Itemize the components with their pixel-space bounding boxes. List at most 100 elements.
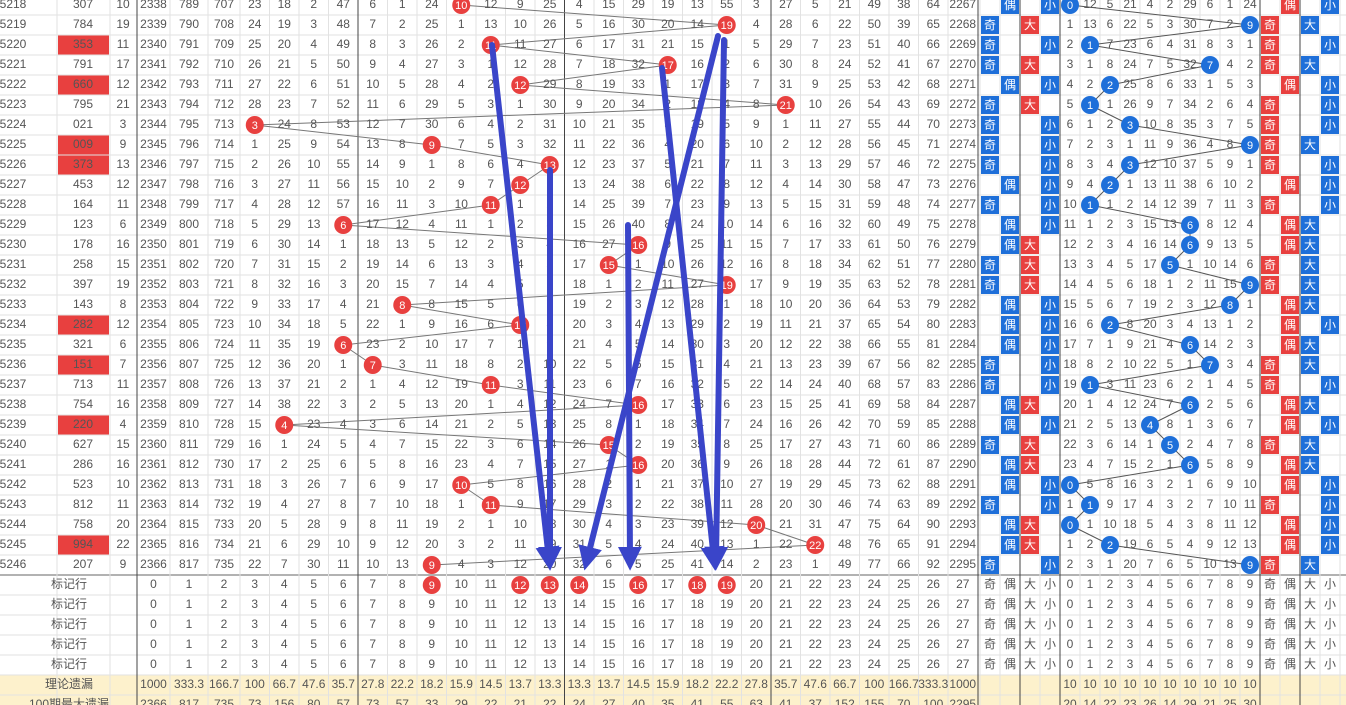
backgrounds [0,675,1346,705]
size-box [1041,556,1059,574]
tail-omission: 2 [1087,137,1094,151]
theory-value: 27.8 [361,677,385,691]
size-box [1041,316,1059,334]
tail-column-number: 7 [1207,577,1214,591]
omission: 21 [661,477,675,491]
omission: 27 [573,457,587,471]
tail-omission: 3 [1227,357,1234,371]
omission: 31 [809,517,823,531]
omission: 812 [179,457,199,471]
omission: 732 [214,497,234,511]
tail-omission: 3 [1167,497,1174,511]
omission: 14 [248,397,262,411]
number-highlight [58,415,109,435]
tail-omission: 3 [1247,337,1254,351]
omission: 20 [750,337,764,351]
tail-size-box [1301,436,1319,454]
omission: 60 [897,437,911,451]
ball [629,236,648,254]
omission: 730 [214,457,234,471]
tail-omission: 8 [1207,37,1214,51]
theory-row-bg [0,675,1346,705]
number: 754 [73,397,93,411]
omission: 11 [367,97,380,111]
ball [1081,376,1099,394]
issue: 2025234 [0,317,27,331]
tail-column-number: 5 [1167,637,1174,651]
omission: 6 [251,237,258,251]
omission: 9 [517,497,524,511]
omission: 6 [458,117,465,131]
tail-parity-box [1281,236,1299,254]
theory-value: 166.7 [209,677,239,691]
omission: 5 [605,357,612,371]
omission: 16 [750,257,764,271]
omission: 3 [605,497,612,511]
max_omission-value: 57 [337,697,351,705]
max_omission-value: 155 [864,697,884,705]
parity-box [981,556,999,574]
tail-size: 大 [1304,238,1316,252]
tail-omission: 8 [1107,477,1114,491]
omission: 21 [602,117,616,131]
issue: 2025218 [0,0,27,11]
omission: 19 [307,337,321,351]
parity: 偶 [1004,0,1016,12]
column-number: 11 [485,637,498,651]
omission: 49 [337,37,351,51]
omission: 9 [369,57,376,71]
tail-parity-box [1281,176,1299,194]
tail-parity: 奇 [1264,98,1276,112]
omission: 2349 [140,217,167,231]
sum: 10 [116,477,130,491]
tail-omission: 7 [1227,117,1234,131]
tail-omission: 24 [1123,57,1137,71]
omission: 25 [602,197,616,211]
tail-omission: 1 [1107,97,1114,111]
max_omission-label: 100期最大遗漏 [29,697,109,705]
omission: 798 [179,177,199,191]
parity: 偶 [1004,298,1016,312]
omission: 48 [897,197,911,211]
omission: 3 [281,477,288,491]
column-number: 25 [897,597,911,611]
max_omission-value: 33 [425,697,439,705]
omission: 815 [179,517,199,531]
tail-omission: 25 [1123,77,1137,91]
column-number: 26 [927,617,941,631]
ball [363,356,382,374]
tail-omission: 5 [1127,257,1134,271]
sum: 19 [116,17,130,31]
tail-omission: 12 [1203,297,1217,311]
omission: 29 [307,537,321,551]
size-box [1041,416,1059,434]
omission: 78 [927,277,941,291]
column-number: 2 [221,637,228,651]
number: 812 [73,497,93,511]
tail-omission: 7 [1167,97,1174,111]
omission: 44 [838,457,852,471]
tail-omission: 16 [1143,237,1157,251]
omission: 32 [543,137,557,151]
parity-box [981,496,999,514]
tail-size: 大 [1304,398,1316,412]
omission: 15 [425,437,439,451]
column-number: 6 [340,657,347,671]
omission: 2293 [949,517,976,531]
omission: 38 [632,177,646,191]
omission: 26 [750,457,764,471]
tail-omission: 8 [1067,157,1074,171]
omission: 807 [179,357,199,371]
column-number: 12 [514,637,528,651]
theory-tail-value: 10 [1083,677,1097,691]
omission: 39 [838,357,852,371]
omission: 85 [927,417,941,431]
omission: 710 [214,57,234,71]
omission: 28 [779,17,793,31]
omission: 15 [809,197,823,211]
omission: 13 [307,217,321,231]
omission: 2274 [949,137,976,151]
ball [1101,316,1119,334]
tail-omission: 23 [1063,457,1077,471]
